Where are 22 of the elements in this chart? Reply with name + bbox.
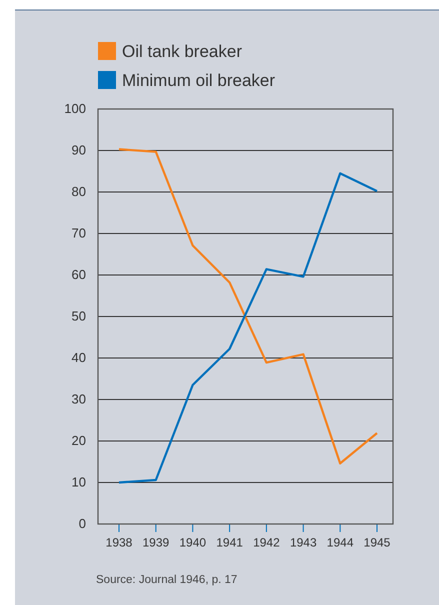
y-tick-label: 100 [64,101,86,116]
y-tick-label: 70 [72,226,86,241]
y-tick-label: 80 [72,184,86,200]
legend-label: Minimum oil breaker [122,71,276,90]
y-tick-label: 60 [72,267,86,282]
x-tick-label: 1942 [253,536,280,550]
y-tick-label: 20 [72,433,86,448]
legend-label: Oil tank breaker [122,42,242,61]
y-tick-label: 10 [72,474,86,490]
x-tick-label: 1943 [290,536,317,550]
y-tick-label: 30 [72,392,86,407]
x-tick-label: 1939 [142,536,170,550]
x-tick-label: 1945 [364,536,391,550]
x-tick-label: 1944 [326,536,354,550]
y-tick-label: 50 [72,308,86,324]
source-note: Source: Journal 1946, p. 17 [96,574,238,586]
x-tick-label: 1941 [216,536,244,550]
x-tick-label: 1940 [179,536,206,550]
y-tick-label: 0 [78,516,86,532]
x-tick-label: 1938 [106,536,133,550]
y-tick-label: 40 [72,350,86,366]
y-tick-label: 90 [72,142,86,158]
